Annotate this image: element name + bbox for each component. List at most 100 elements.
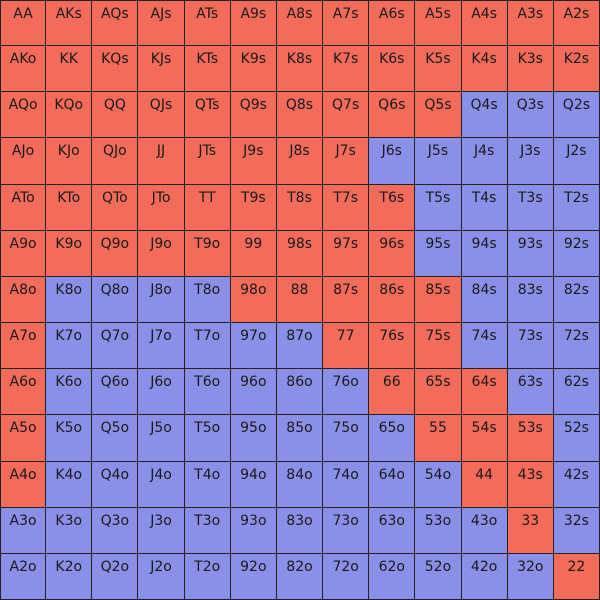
- hand-cell-32o[interactable]: 32o: [507, 553, 554, 600]
- hand-cell-62s[interactable]: 62s: [553, 369, 600, 416]
- hand-cell-96s[interactable]: 96s: [369, 230, 416, 277]
- hand-cell-AKo[interactable]: AKo: [0, 46, 47, 93]
- hand-cell-86s[interactable]: 86s: [369, 276, 416, 324]
- hand-cell-J4o[interactable]: J4o: [138, 461, 185, 508]
- hand-cell-98s[interactable]: 98s: [276, 230, 324, 277]
- hand-cell-A2s[interactable]: A2s: [553, 0, 600, 47]
- hand-cell-64o[interactable]: 64o: [369, 461, 416, 508]
- hand-cell-A4s[interactable]: A4s: [461, 0, 508, 47]
- hand-cell-KJo[interactable]: KJo: [46, 138, 93, 185]
- hand-cell-54o[interactable]: 54o: [415, 461, 462, 508]
- hand-cell-K4s[interactable]: K4s: [461, 46, 508, 93]
- hand-cell-52o[interactable]: 52o: [415, 553, 462, 600]
- hand-cell-K2s[interactable]: K2s: [553, 46, 600, 93]
- hand-cell-QTs[interactable]: QTs: [184, 92, 231, 139]
- hand-cell-KTs[interactable]: KTs: [184, 46, 231, 93]
- hand-cell-KQo[interactable]: KQo: [46, 92, 93, 139]
- hand-cell-K2o[interactable]: K2o: [46, 553, 93, 600]
- hand-cell-53o[interactable]: 53o: [415, 507, 462, 554]
- hand-cell-73o[interactable]: 73o: [323, 507, 370, 554]
- hand-cell-A4o[interactable]: A4o: [0, 461, 47, 508]
- hand-cell-T7s[interactable]: T7s: [323, 184, 370, 231]
- hand-cell-J9s[interactable]: J9s: [230, 138, 277, 185]
- hand-cell-72s[interactable]: 72s: [553, 323, 600, 370]
- hand-cell-T5s[interactable]: T5s: [415, 184, 462, 231]
- hand-cell-73s[interactable]: 73s: [507, 323, 554, 370]
- hand-cell-A6s[interactable]: A6s: [369, 0, 416, 47]
- hand-cell-66[interactable]: 66: [369, 369, 416, 416]
- hand-cell-AQs[interactable]: AQs: [92, 0, 139, 47]
- hand-cell-74o[interactable]: 74o: [323, 461, 370, 508]
- hand-cell-84o[interactable]: 84o: [276, 461, 324, 508]
- hand-cell-97o[interactable]: 97o: [230, 323, 277, 370]
- hand-cell-84s[interactable]: 84s: [461, 276, 508, 324]
- hand-cell-85o[interactable]: 85o: [276, 415, 324, 462]
- hand-cell-A7s[interactable]: A7s: [323, 0, 370, 47]
- hand-cell-82s[interactable]: 82s: [553, 276, 600, 324]
- hand-cell-65s[interactable]: 65s: [415, 369, 462, 416]
- hand-cell-53s[interactable]: 53s: [507, 415, 554, 462]
- hand-cell-K9s[interactable]: K9s: [230, 46, 277, 93]
- hand-cell-T3s[interactable]: T3s: [507, 184, 554, 231]
- hand-cell-QTo[interactable]: QTo: [92, 184, 139, 231]
- hand-cell-KTo[interactable]: KTo: [46, 184, 93, 231]
- hand-cell-T2o[interactable]: T2o: [184, 553, 231, 600]
- hand-cell-J9o[interactable]: J9o: [138, 230, 185, 277]
- hand-cell-K8s[interactable]: K8s: [276, 46, 324, 93]
- hand-cell-TT[interactable]: TT: [184, 184, 231, 231]
- hand-cell-A9s[interactable]: A9s: [230, 0, 277, 47]
- hand-cell-J3s[interactable]: J3s: [507, 138, 554, 185]
- hand-cell-J8s[interactable]: J8s: [276, 138, 324, 185]
- hand-cell-AJo[interactable]: AJo: [0, 138, 47, 185]
- hand-cell-99[interactable]: 99: [230, 230, 277, 277]
- hand-cell-Q5s[interactable]: Q5s: [415, 92, 462, 139]
- hand-cell-33[interactable]: 33: [507, 507, 554, 554]
- hand-cell-K4o[interactable]: K4o: [46, 461, 93, 508]
- hand-cell-63o[interactable]: 63o: [369, 507, 416, 554]
- hand-cell-85s[interactable]: 85s: [415, 276, 462, 324]
- hand-cell-97s[interactable]: 97s: [323, 230, 370, 277]
- hand-cell-T7o[interactable]: T7o: [184, 323, 231, 370]
- hand-cell-42o[interactable]: 42o: [461, 553, 508, 600]
- hand-cell-J5s[interactable]: J5s: [415, 138, 462, 185]
- hand-cell-87o[interactable]: 87o: [276, 323, 324, 370]
- hand-cell-K6s[interactable]: K6s: [369, 46, 416, 93]
- hand-cell-Q6s[interactable]: Q6s: [369, 92, 416, 139]
- hand-cell-JTs[interactable]: JTs: [184, 138, 231, 185]
- hand-cell-75s[interactable]: 75s: [415, 323, 462, 370]
- hand-cell-A3o[interactable]: A3o: [0, 507, 47, 554]
- hand-cell-T5o[interactable]: T5o: [184, 415, 231, 462]
- hand-cell-96o[interactable]: 96o: [230, 369, 277, 416]
- hand-cell-76s[interactable]: 76s: [369, 323, 416, 370]
- hand-cell-K7s[interactable]: K7s: [323, 46, 370, 93]
- hand-cell-62o[interactable]: 62o: [369, 553, 416, 600]
- hand-cell-74s[interactable]: 74s: [461, 323, 508, 370]
- hand-cell-KJs[interactable]: KJs: [138, 46, 185, 93]
- hand-cell-ATs[interactable]: ATs: [184, 0, 231, 47]
- hand-cell-J3o[interactable]: J3o: [138, 507, 185, 554]
- hand-cell-A5o[interactable]: A5o: [0, 415, 47, 462]
- hand-cell-K3s[interactable]: K3s: [507, 46, 554, 93]
- hand-cell-T8o[interactable]: T8o: [184, 276, 231, 324]
- hand-cell-94o[interactable]: 94o: [230, 461, 277, 508]
- hand-cell-43o[interactable]: 43o: [461, 507, 508, 554]
- hand-cell-J2o[interactable]: J2o: [138, 553, 185, 600]
- hand-cell-Q4o[interactable]: Q4o: [92, 461, 139, 508]
- hand-cell-T3o[interactable]: T3o: [184, 507, 231, 554]
- hand-cell-93o[interactable]: 93o: [230, 507, 277, 554]
- hand-cell-QJs[interactable]: QJs: [138, 92, 185, 139]
- hand-cell-K8o[interactable]: K8o: [46, 276, 93, 324]
- hand-cell-A8s[interactable]: A8s: [276, 0, 324, 47]
- hand-cell-Q3o[interactable]: Q3o: [92, 507, 139, 554]
- hand-cell-J8o[interactable]: J8o: [138, 276, 185, 324]
- hand-cell-54s[interactable]: 54s: [461, 415, 508, 462]
- hand-cell-ATo[interactable]: ATo: [0, 184, 47, 231]
- hand-cell-Q2o[interactable]: Q2o: [92, 553, 139, 600]
- hand-cell-93s[interactable]: 93s: [507, 230, 554, 277]
- hand-cell-92o[interactable]: 92o: [230, 553, 277, 600]
- hand-cell-65o[interactable]: 65o: [369, 415, 416, 462]
- hand-cell-QQ[interactable]: QQ: [92, 92, 139, 139]
- hand-cell-T6o[interactable]: T6o: [184, 369, 231, 416]
- hand-cell-J6o[interactable]: J6o: [138, 369, 185, 416]
- hand-cell-Q8o[interactable]: Q8o: [92, 276, 139, 324]
